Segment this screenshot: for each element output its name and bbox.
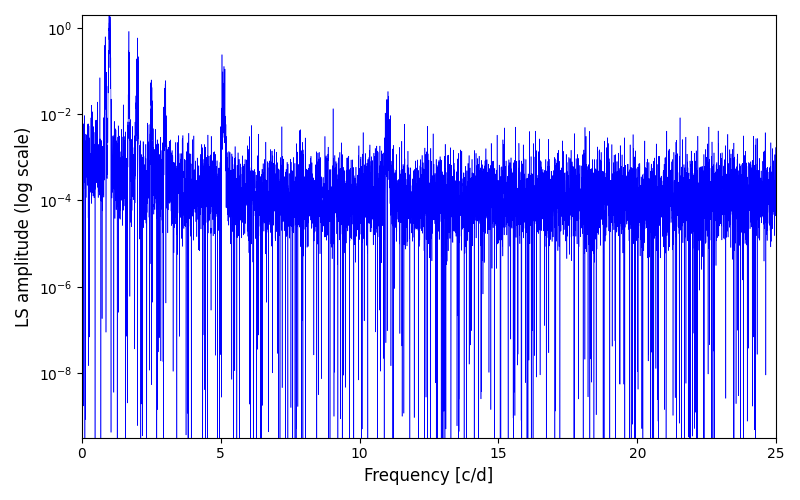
X-axis label: Frequency [c/d]: Frequency [c/d] <box>364 467 494 485</box>
Y-axis label: LS amplitude (log scale): LS amplitude (log scale) <box>15 126 33 326</box>
